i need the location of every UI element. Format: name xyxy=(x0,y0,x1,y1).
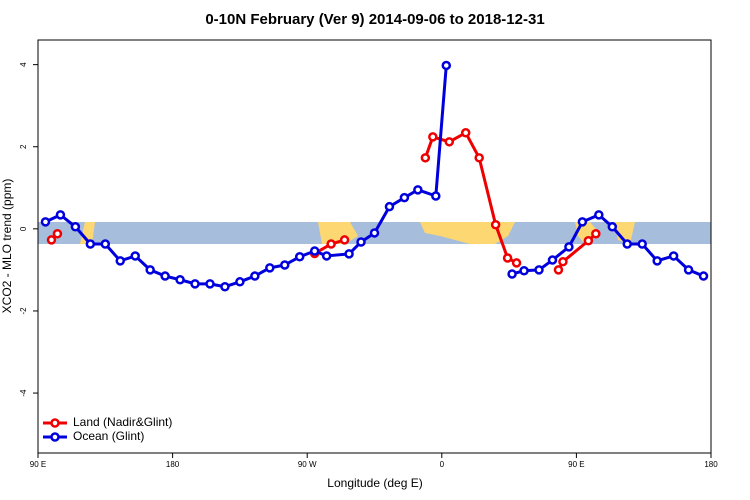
data-point xyxy=(100,239,111,249)
legend-marker xyxy=(50,418,60,428)
x-tick-label: 180 xyxy=(166,460,180,469)
x-axis-label: Longitude (deg E) xyxy=(327,476,422,490)
data-point xyxy=(474,153,484,163)
x-tick-label: 90 E xyxy=(30,460,46,469)
data-point xyxy=(622,239,632,249)
data-point xyxy=(115,256,126,266)
data-point xyxy=(294,252,305,262)
data-point xyxy=(265,263,275,273)
land-patch xyxy=(615,222,635,244)
data-point xyxy=(130,251,140,261)
data-point xyxy=(558,256,568,267)
data-point xyxy=(321,251,332,261)
data-point xyxy=(280,260,290,270)
y-tick-label: -2 xyxy=(19,307,28,315)
data-point xyxy=(441,60,452,71)
data-point xyxy=(250,271,260,281)
data-point xyxy=(160,271,170,281)
data-point xyxy=(460,128,471,138)
data-point xyxy=(668,251,679,261)
data-point xyxy=(205,279,215,289)
land-patch xyxy=(420,222,515,244)
data-point xyxy=(652,256,662,266)
y-tick-label: -4 xyxy=(19,389,28,397)
y-tick-label: 2 xyxy=(19,144,28,149)
data-point xyxy=(428,132,438,142)
land-patch xyxy=(575,222,600,244)
data-point xyxy=(326,239,336,249)
data-point xyxy=(502,253,513,263)
data-point xyxy=(399,192,410,203)
x-tick-label: 0 xyxy=(440,460,445,469)
data-point xyxy=(431,191,441,201)
data-point xyxy=(583,236,594,246)
data-point xyxy=(70,222,81,232)
data-point xyxy=(607,222,618,232)
data-point xyxy=(40,217,51,227)
data-point xyxy=(507,269,517,279)
data-point xyxy=(55,210,66,220)
legend-label: Ocean (Glint) xyxy=(73,429,144,443)
data-point xyxy=(594,210,604,220)
data-point xyxy=(344,249,354,259)
data-point xyxy=(175,275,185,285)
legend-label: Land (Nadir&Glint) xyxy=(73,415,172,429)
data-point xyxy=(519,265,529,276)
data-point xyxy=(145,265,155,275)
data-point xyxy=(637,239,647,249)
data-point xyxy=(413,185,423,195)
y-tick-label: 4 xyxy=(19,62,28,67)
data-point xyxy=(339,235,350,245)
data-point xyxy=(384,201,395,212)
chart-title: 0-10N February (Ver 9) 2014-09-06 to 201… xyxy=(205,11,544,28)
data-point xyxy=(85,239,96,249)
data-point xyxy=(564,242,574,252)
y-axis-label: XCO2 - MLO trend (ppm) xyxy=(0,179,14,314)
data-point xyxy=(490,219,501,230)
plot-frame xyxy=(37,39,712,454)
data-point xyxy=(553,265,564,275)
data-point xyxy=(356,237,366,247)
data-point xyxy=(547,255,558,265)
data-point xyxy=(591,229,601,239)
legend-marker xyxy=(50,432,60,442)
data-point xyxy=(235,277,245,287)
data-point xyxy=(683,265,694,275)
data-point xyxy=(577,217,588,227)
data-point xyxy=(46,235,57,245)
data-point xyxy=(220,281,230,292)
data-point xyxy=(444,137,455,147)
data-point xyxy=(309,246,320,256)
x-tick-label: 90 W xyxy=(298,460,317,469)
data-point xyxy=(534,265,544,275)
y-tick-label: 0 xyxy=(19,226,28,231)
x-tick-label: 180 xyxy=(704,460,718,469)
data-point xyxy=(698,271,709,281)
data-point xyxy=(511,258,522,268)
data-point xyxy=(52,229,63,239)
data-point xyxy=(420,153,431,163)
data-point xyxy=(190,279,200,289)
series-line xyxy=(50,131,597,271)
data-point xyxy=(369,228,380,238)
series-line xyxy=(44,65,705,289)
x-tick-label: 90 E xyxy=(568,460,584,469)
